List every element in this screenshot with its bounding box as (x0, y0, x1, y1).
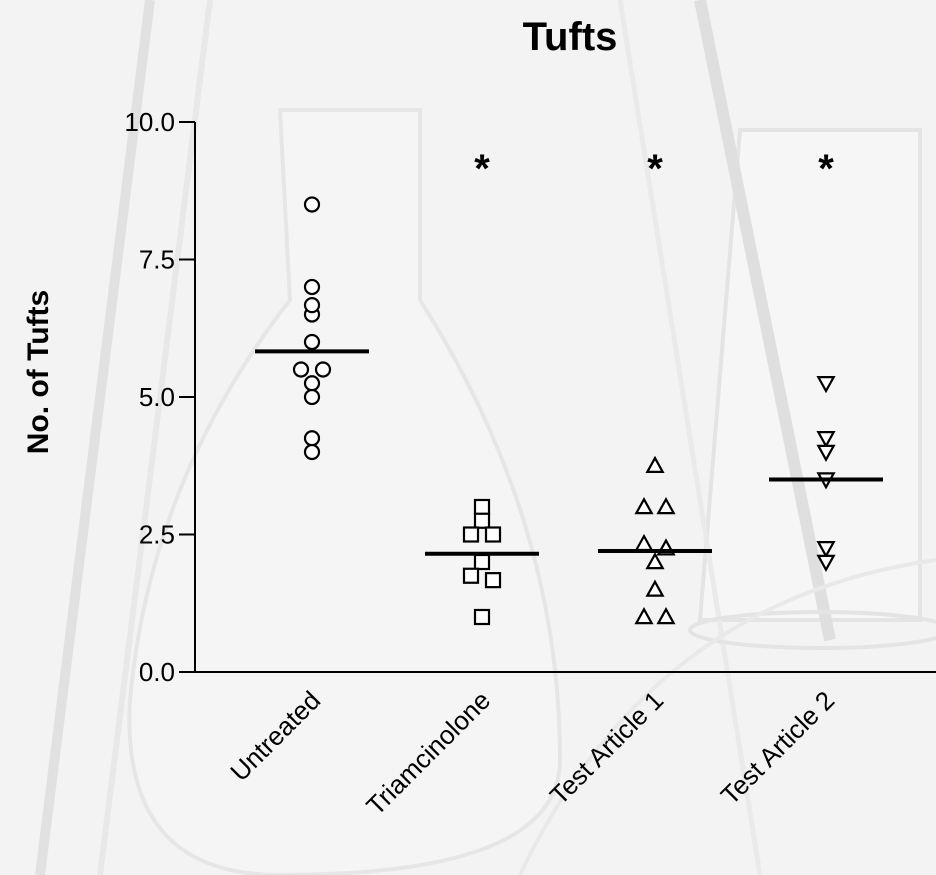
circle-point (303, 297, 321, 314)
y-tick-label: 7.5 (139, 245, 175, 275)
triangle-up-point (645, 579, 665, 597)
x-category-label: Test Article 1 (544, 685, 669, 810)
circle-point (303, 196, 321, 213)
significance-star: * (474, 147, 490, 191)
y-axis: 0.0 2.5 5.0 7.5 10.0 (124, 107, 196, 687)
triangle-up-point (634, 497, 654, 515)
square-point (473, 498, 491, 516)
circle-point (303, 375, 321, 392)
square-point (462, 526, 480, 543)
square-point (473, 608, 491, 626)
square-point (473, 553, 491, 571)
square-point (462, 567, 480, 584)
y-tick-label: 2.5 (139, 520, 175, 550)
triangle-up-point (634, 533, 654, 552)
triangle-down-point (816, 554, 836, 572)
square-point (484, 526, 502, 543)
triangle-down-point (816, 430, 836, 449)
triangle-down-point (816, 540, 836, 559)
y-tick-label: 0.0 (139, 657, 175, 687)
triangle-up-point (634, 607, 654, 625)
circle-point (303, 443, 321, 461)
triangle-up-point (645, 552, 665, 570)
square-point (473, 512, 491, 529)
significance-star: * (818, 147, 834, 191)
data-points (292, 196, 836, 626)
triangle-down-point (816, 444, 836, 462)
significance-markers: * * * (474, 147, 834, 191)
circle-point (292, 361, 310, 378)
y-tick-label: 10.0 (124, 107, 175, 137)
circle-point (303, 388, 321, 406)
chart-title: Tufts (523, 15, 618, 59)
circle-point (303, 333, 321, 351)
circle-point (303, 430, 321, 447)
y-tick-label: 5.0 (139, 382, 175, 412)
y-axis-label: No. of Tufts (22, 290, 55, 454)
significance-star: * (647, 147, 663, 191)
background-glassware-decoration (35, 0, 936, 875)
triangle-up-point (656, 607, 676, 625)
triangle-down-point (816, 375, 836, 394)
square-point (484, 572, 502, 589)
triangle-up-point (656, 497, 676, 515)
triangle-up-point (645, 455, 665, 474)
mean-lines (255, 349, 883, 556)
circle-point (303, 278, 321, 296)
circle-point (314, 361, 332, 378)
